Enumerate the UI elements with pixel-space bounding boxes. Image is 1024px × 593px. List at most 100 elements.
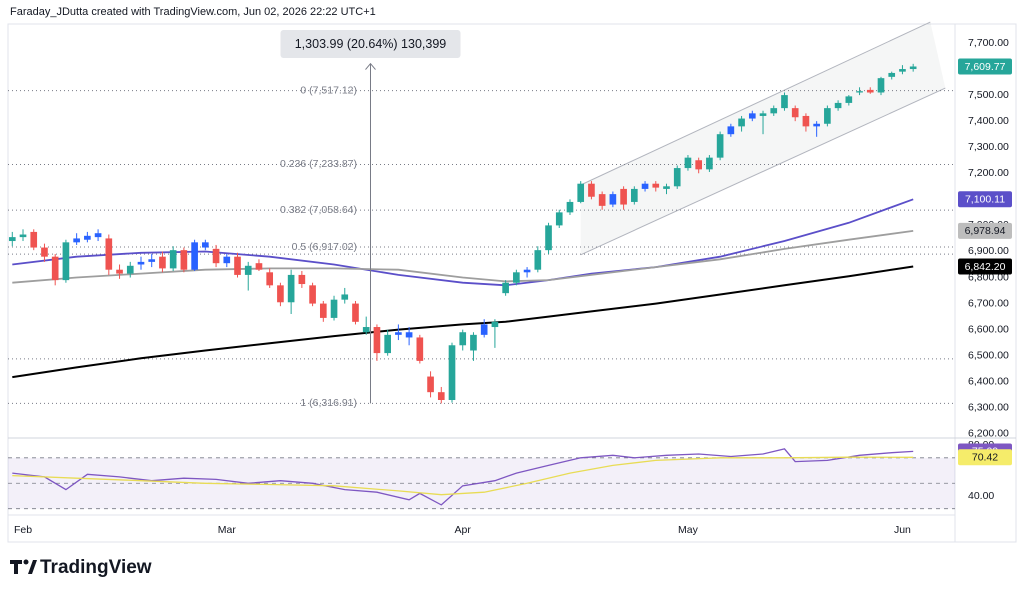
moving-average (12, 230, 914, 284)
candle-body (856, 91, 863, 93)
candle-body (105, 238, 113, 270)
candle-body (191, 242, 198, 270)
candle-body (663, 186, 670, 189)
candle-body (909, 66, 917, 70)
candle-body (298, 274, 306, 285)
candle-body (555, 212, 563, 226)
y-tick-label: 6,900.00 (968, 245, 1009, 257)
logo-icon-dot (23, 559, 29, 565)
candle-body (180, 250, 188, 270)
candle-body (395, 332, 402, 335)
candle-body (352, 303, 359, 322)
measure-label: 1,303.99 (20.64%) 130,399 (295, 37, 447, 51)
candle-body (244, 265, 252, 275)
candle-body (652, 183, 660, 188)
candle-body (598, 194, 606, 206)
candle-body (62, 242, 70, 281)
candle-body (620, 188, 627, 205)
candle-body (223, 256, 231, 264)
channel-line (580, 21, 931, 186)
candle-body (480, 324, 488, 335)
candle-body (877, 78, 885, 93)
candle-body (84, 235, 91, 240)
candle-body (566, 201, 574, 213)
candle-body (609, 194, 617, 205)
candle-body (94, 233, 102, 238)
candle-body (202, 242, 209, 248)
y-tick-label: 7,200.00 (968, 167, 1009, 179)
x-tick-label: May (678, 524, 699, 536)
x-tick-label: Apr (455, 524, 472, 536)
price-tag (958, 258, 1012, 275)
candle-body (545, 225, 552, 251)
y-tick-label: 6,700.00 (968, 297, 1009, 309)
x-tick-label: Feb (14, 524, 32, 536)
measure-arrow (365, 62, 376, 70)
candle-body (148, 259, 156, 262)
candle-body (159, 256, 166, 269)
candle-body (845, 96, 853, 103)
price-tag (958, 191, 1012, 208)
candle-body (266, 272, 274, 286)
candle-body (631, 188, 638, 202)
candle-body (287, 274, 295, 303)
y-tick-label: 7,300.00 (968, 141, 1009, 153)
y-tick-label: 7,500.00 (968, 89, 1009, 101)
fib-level-label: 0.236 (7,233.87) (280, 158, 357, 170)
candle-body (781, 95, 788, 109)
candle-body (437, 392, 445, 400)
candle-body (824, 108, 831, 124)
candle-body (738, 118, 745, 127)
candle-body (427, 376, 434, 393)
candle-body (695, 160, 703, 170)
fib-level-label: 0.382 (7,058.64) (280, 204, 357, 216)
candle-body (341, 294, 349, 300)
candle-body (491, 321, 499, 328)
y-tick-label: 6,600.00 (968, 323, 1009, 335)
candle-body (41, 247, 48, 257)
candle-body (770, 108, 778, 114)
candle-body (802, 115, 810, 127)
candle-body (51, 256, 59, 281)
logo-icon-slash (28, 560, 37, 574)
y-tick-label: 6,300.00 (968, 402, 1009, 414)
candle-body (834, 102, 842, 109)
candle-body (641, 183, 649, 189)
logo: TradingView (10, 557, 152, 578)
candle-body (212, 248, 220, 264)
y-tick-label: 6,400.00 (968, 376, 1009, 388)
candle-body (727, 126, 735, 135)
candle-body (405, 332, 413, 338)
candle-body (577, 183, 585, 202)
price-tag-label: 6,842.20 (965, 261, 1006, 273)
candle-body (373, 327, 381, 354)
logo-icon (10, 560, 22, 574)
candle-body (534, 250, 542, 270)
candle-body (30, 231, 38, 248)
candle-body (706, 157, 713, 170)
candle-body (384, 334, 391, 354)
candle-body (888, 72, 896, 77)
candle-body (684, 157, 692, 169)
channel-fill (580, 22, 946, 255)
measure-box (280, 30, 461, 58)
candle-body (759, 113, 767, 116)
candle-body (748, 113, 756, 119)
price-tag (958, 449, 1012, 466)
x-tick-label: Mar (218, 524, 237, 536)
candle-body (8, 237, 16, 242)
price-tag (958, 222, 1012, 239)
price-tag (958, 58, 1012, 75)
candle-body (116, 269, 123, 274)
chart-frame (7, 23, 1017, 543)
price-tag-label: 7,609.77 (965, 61, 1006, 73)
rsi-line (12, 456, 914, 496)
candle-body (716, 134, 724, 158)
candle-body (255, 263, 263, 270)
candle-body (309, 285, 316, 304)
candle-body (673, 168, 681, 187)
candle-body (126, 265, 134, 274)
candle-body (19, 234, 27, 238)
